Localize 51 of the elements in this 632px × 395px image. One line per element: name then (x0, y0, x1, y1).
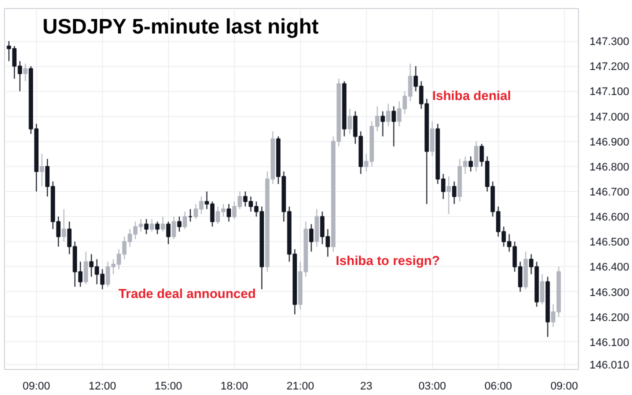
y-tick-label: 146.100 (590, 336, 630, 349)
y-tick-label: 146.800 (590, 161, 630, 174)
candlestick (84, 251, 88, 285)
annotation: Trade deal announced (118, 286, 256, 301)
candlestick (474, 140, 478, 172)
x-tick-label: 18:00 (220, 380, 248, 392)
x-tick-label: 09:00 (22, 380, 50, 392)
y-tick-label: 146.400 (590, 262, 630, 274)
y-tick-label: 146.500 (590, 236, 630, 249)
candlestick (166, 221, 170, 245)
candlestick (348, 108, 352, 134)
candlestick (160, 216, 165, 232)
annotation: Ishiba to resign? (336, 253, 440, 268)
x-tick-label: 06:00 (484, 380, 512, 392)
y-tick-label: 147.300 (590, 36, 630, 48)
candlestick (177, 216, 182, 232)
candlestick (182, 211, 187, 230)
y-tick-label: 147.200 (590, 61, 630, 74)
x-tick-label: 09:00 (550, 380, 578, 392)
x-tick-label: 03:00 (418, 380, 446, 392)
candlestick (172, 216, 176, 240)
annotation: Ishiba denial (432, 88, 512, 104)
chart-title: USDJPY 5-minute last night (42, 16, 319, 38)
candlestick (452, 180, 456, 205)
candlestick (155, 221, 160, 235)
candlestick (309, 224, 314, 252)
y-tick-label: 146.900 (590, 136, 630, 148)
y-tick-label: 146.700 (590, 186, 630, 199)
candlestick (144, 218, 148, 235)
x-tick-label: 15:00 (154, 380, 182, 392)
y-tick-label: 147.100 (590, 86, 630, 98)
y-tick-label: 146.010 (590, 359, 630, 372)
y-tick-label: 146.600 (590, 212, 630, 224)
candlestick (23, 63, 28, 82)
candlestick (150, 218, 154, 232)
y-tick-label: 146.200 (590, 312, 630, 324)
candlestick (392, 106, 396, 147)
y-tick-label: 147.000 (590, 111, 630, 124)
candlestick (40, 153, 44, 187)
y-tick-label: 146.300 (590, 286, 630, 299)
x-tick-label: 12:00 (88, 380, 116, 392)
candlestick (540, 274, 544, 305)
candlestick (62, 208, 66, 242)
candlestick (226, 204, 231, 222)
candlestick (446, 176, 451, 215)
candlestick (380, 110, 385, 137)
x-tick-label: 23 (360, 380, 372, 392)
candlestick (386, 103, 390, 127)
candlestick (468, 156, 473, 172)
candlestick (430, 120, 434, 157)
x-tick-label: 21:00 (286, 380, 314, 392)
